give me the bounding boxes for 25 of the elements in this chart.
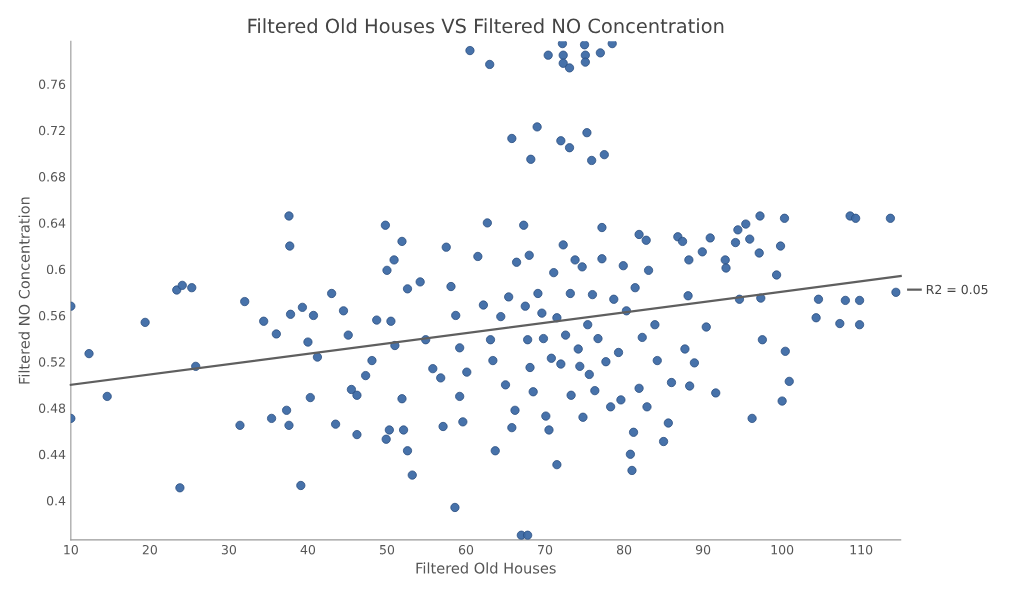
y-tick-label: 0.48 <box>38 403 66 413</box>
x-tick-label: 70 <box>538 544 553 555</box>
y-tick-label: 0.64 <box>38 218 66 228</box>
x-tick-label: 100 <box>771 544 794 555</box>
y-tick-label: 0.52 <box>38 357 65 367</box>
chart-title: Filtered Old Houses VS Filtered NO Concentration <box>248 18 724 34</box>
y-tick-label: 0.56 <box>38 310 66 321</box>
x-tick-label: 80 <box>616 544 632 555</box>
x-tick-label: 10 <box>64 544 78 555</box>
legend-label: R2 = 0.05 <box>926 284 988 295</box>
x-axis-title: Filtered Old Houses <box>416 562 556 574</box>
x-tick-label: 50 <box>379 544 395 555</box>
y-tick-label: 0.76 <box>38 79 66 90</box>
y-tick-label: 0.6 <box>46 264 66 275</box>
y-tick-label: 0.4 <box>46 495 66 506</box>
x-tick-label: 90 <box>695 544 711 555</box>
y-tick-label: 0.44 <box>38 449 66 460</box>
x-tick-label: 30 <box>221 544 237 555</box>
y-tick-label: 0.68 <box>38 172 66 182</box>
x-tick-label: 60 <box>458 544 474 555</box>
x-tick-label: 20 <box>142 544 157 555</box>
y-axis-title: Filtered NO Concentration <box>18 197 30 384</box>
x-tick-label: 40 <box>300 544 316 555</box>
x-tick-label: 110 <box>850 544 873 555</box>
y-tick-label: 0.72 <box>38 125 65 136</box>
